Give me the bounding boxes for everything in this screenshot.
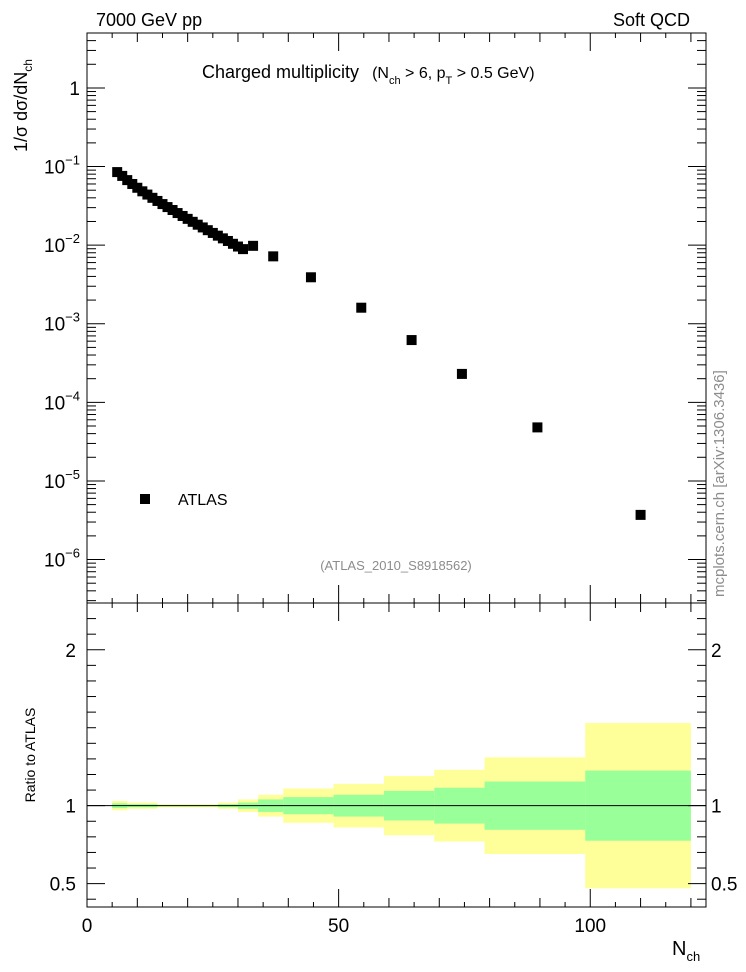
data-point [167,204,178,215]
ratio-y-tick-label-right: 2 [711,641,722,662]
main-y-tick-label: 10−3 [44,310,80,336]
tick-mantissa: 10 [44,158,65,179]
plot-title-cut-t: T [446,75,453,87]
data-point [197,222,208,233]
main-axis-ticks [86,32,706,603]
ratio-y-tick-label: 1 [65,797,76,818]
data-point [162,202,173,213]
plot-title-cut-open: (N [372,65,389,82]
header-energy-label: 7000 GeV pp [96,10,202,30]
plot-title-main: Charged multiplicity [202,62,359,82]
tick-exponent: −5 [65,467,80,482]
data-point [305,272,316,283]
data-point [456,368,467,379]
ratio-tick-labels: 0.5 0.5 1 1 2 2 0 50 100 [50,641,738,937]
main-y-axis-label-main: 1/σ dσ/dN [11,72,31,152]
ratio-y-tick-label: 0.5 [50,875,76,896]
x-tick-label: 50 [328,916,349,937]
data-point [127,178,138,189]
data-point [142,189,153,200]
tick-exponent: −1 [65,153,80,168]
main-panel: 110−110−210−310−410−510−6 Charged multip… [11,32,707,604]
data-point [207,227,218,238]
data-point [227,238,238,249]
data-point [177,210,188,221]
legend-marker [140,494,150,504]
data-point [222,235,233,246]
main-y-tick-label: 10−5 [44,467,80,493]
tick-mantissa: 10 [44,315,65,336]
main-y-tick-label: 10−4 [44,388,80,414]
data-point [182,213,193,224]
data-point [152,195,163,206]
data-point [192,219,203,230]
data-point [147,192,158,203]
tick-mantissa: 10 [44,472,65,493]
side-label: mcplots.cern.ch [arXiv:1306.3436] [711,370,728,597]
tick-exponent: −6 [65,546,80,561]
data-point [217,233,228,244]
ratio-y-tick-label: 2 [65,641,76,662]
data-point [212,230,223,241]
x-axis-label-main: N [672,938,686,960]
data-points [112,167,646,520]
data-point [157,199,168,210]
tick-exponent: −4 [65,388,80,403]
data-point [268,251,279,262]
tick-exponent: −3 [65,310,80,325]
tick-mantissa: 10 [44,393,65,414]
data-point [172,208,183,219]
x-axis-label: Nch [672,938,700,964]
data-point [132,182,143,193]
main-y-axis-label: 1/σ dσ/dNch [11,59,35,152]
main-y-axis-label-sub: ch [21,59,35,72]
plot-title-cut-end: > 0.5 GeV) [452,65,534,82]
main-y-tick-label: 10−2 [44,231,80,257]
plot-title: Charged multiplicity (Nch > 6, pT > 0.5 … [202,62,535,87]
tick-exponent: −2 [65,231,80,246]
data-point [122,175,133,186]
tick-mantissa: 1 [69,79,80,100]
data-point [635,509,646,520]
tick-mantissa: 10 [44,551,65,572]
ratio-panel: 0.5 0.5 1 1 2 2 0 50 100 Ratio to ATLAS Nch [22,602,738,964]
ratio-y-axis-label: Ratio to ATLAS [22,708,38,803]
data-point [406,335,417,346]
header-category-label: Soft QCD [613,10,690,30]
main-y-tick-label: 10−6 [44,546,80,572]
x-axis-label-sub: ch [686,949,700,964]
main-panel-frame [86,32,707,604]
main-y-tick-labels: 110−110−210−310−410−510−6 [44,79,80,572]
data-point [356,302,367,313]
plot-title-cut-mid: > 6, p [401,65,446,82]
data-point [202,225,213,236]
ratio-y-tick-label-right: 0.5 [711,875,737,896]
ratio-panel-frame [86,602,707,908]
main-y-tick-label: 10−1 [44,153,80,179]
data-point [248,240,259,251]
data-point [137,186,148,197]
data-point [238,244,249,255]
ratio-axis-ticks [86,603,706,907]
analysis-id: (ATLAS_2010_S8918562) [320,558,472,573]
x-tick-label: 0 [82,916,93,937]
legend-label-atlas: ATLAS [178,492,228,509]
main-y-tick-label: 1 [69,79,80,100]
data-point [187,216,198,227]
x-tick-label: 100 [574,916,606,937]
tick-mantissa: 10 [44,236,65,257]
data-point [112,167,123,178]
ratio-y-tick-label-right: 1 [711,797,722,818]
data-point [532,422,543,433]
data-point [117,170,128,181]
plot-title-cut-ch: ch [389,75,401,87]
data-point [232,241,243,252]
